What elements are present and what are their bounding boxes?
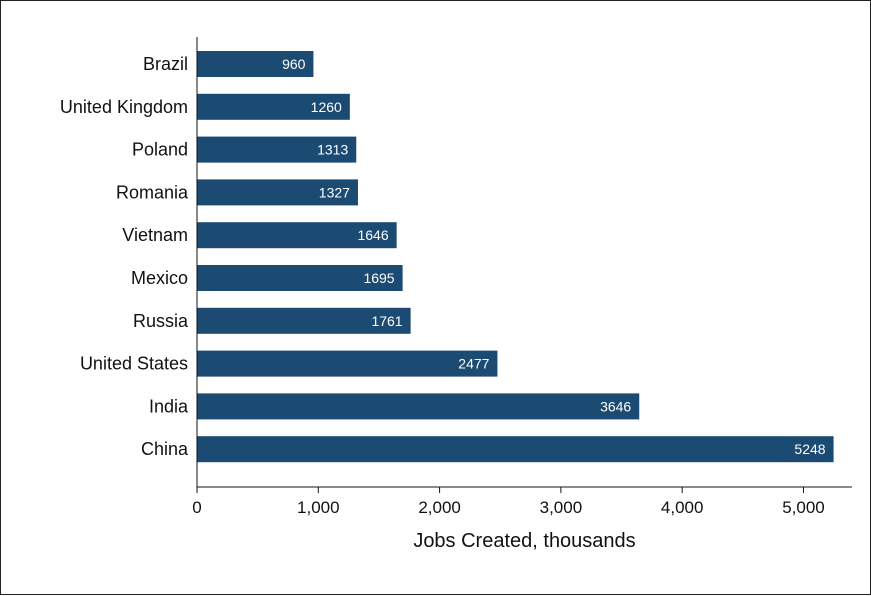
bar-value-label: 1761 (371, 313, 402, 329)
bar-mexico (197, 265, 403, 291)
bar-india (197, 393, 640, 420)
x-tick-label: 3,000 (540, 498, 583, 517)
category-label: Vietnam (122, 225, 188, 245)
bar-vietnam (197, 222, 397, 249)
bar-value-label: 2477 (458, 356, 489, 372)
bar-russia (197, 307, 411, 334)
bar-china (197, 436, 834, 463)
x-tick-label: 1,000 (297, 498, 340, 517)
bar-value-label: 1327 (319, 184, 350, 200)
bar-united-kingdom (197, 93, 350, 120)
x-tick-label: 2,000 (418, 498, 461, 517)
bar-value-label: 1695 (363, 270, 394, 286)
bar-value-label: 1646 (357, 227, 388, 243)
category-label: China (141, 439, 189, 459)
bar-brazil (197, 51, 314, 77)
x-axis: 0 1,000 2,000 3,000 4,000 5,000 (192, 37, 852, 517)
bars-group: 960 1260 1313 1327 1646 1695 1761 2477 3646 5248 (197, 51, 834, 463)
category-label: United Kingdom (60, 97, 188, 117)
bar-value-label: 3646 (600, 398, 631, 414)
category-label: Mexico (131, 268, 188, 288)
bar-romania (197, 179, 358, 206)
bar-value-label: 5248 (794, 441, 825, 457)
bar-poland (197, 136, 357, 163)
x-tick-label: 5,000 (782, 498, 825, 517)
category-label: India (149, 396, 189, 416)
category-label: Romania (116, 182, 189, 202)
category-label: Brazil (143, 54, 188, 74)
category-label: Russia (133, 311, 189, 331)
category-labels: Brazil United Kingdom Poland Romania Vietnam… (60, 54, 189, 459)
x-tick-label: 0 (192, 498, 201, 517)
x-tick-label: 4,000 (661, 498, 704, 517)
x-axis-title: Jobs Created, thousands (413, 530, 635, 552)
bar-value-label: 1260 (311, 99, 342, 115)
bar-value-label: 960 (282, 56, 306, 72)
category-label: Poland (132, 140, 188, 160)
category-label: United States (80, 354, 188, 374)
bar-united-states (197, 350, 498, 377)
bar-value-label: 1313 (317, 142, 348, 158)
